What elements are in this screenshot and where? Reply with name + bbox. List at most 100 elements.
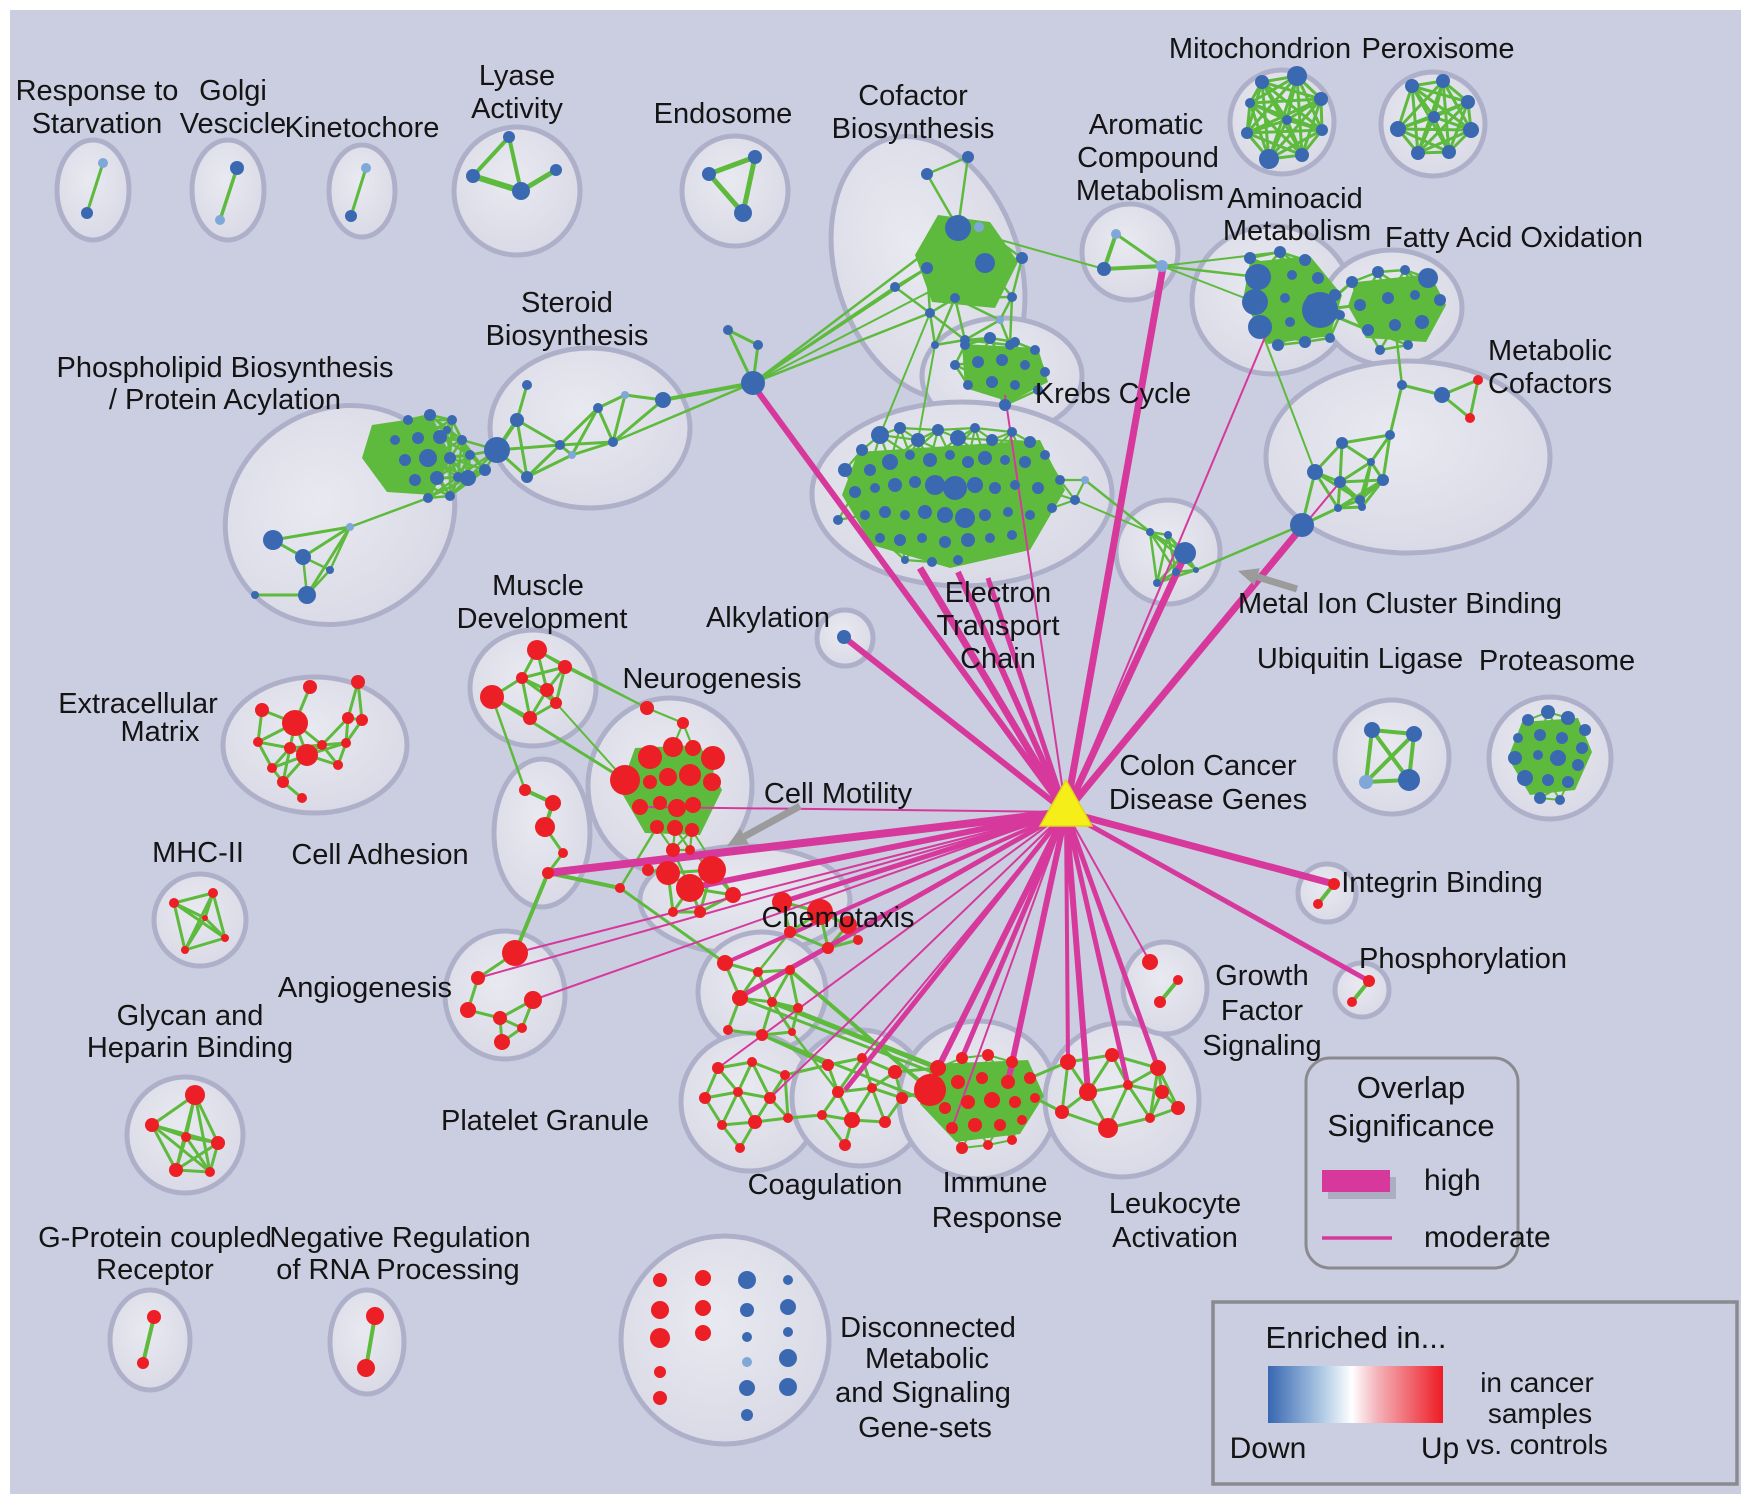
cluster-label-angiogenesis-line0: Angiogenesis [278, 972, 452, 1004]
cluster-label-disconnected-gene-sets-line3: Gene-sets [858, 1412, 992, 1444]
gene-set-node [1033, 385, 1043, 395]
cluster-label-g-protein-coupled-receptor-line1: Receptor [96, 1254, 214, 1286]
cluster-bubble-endosome [679, 133, 791, 249]
gene-set-node [542, 867, 554, 879]
gene-set-node [479, 464, 491, 476]
gene-set-overlap-edge [521, 676, 557, 705]
gene-set-node [295, 549, 311, 565]
gene-set-overlap-edge [954, 295, 1013, 300]
overlap-high-edge [985, 577, 1069, 813]
gene-set-node [1463, 122, 1479, 138]
gene-set-node [512, 182, 530, 200]
gene-set-overlap-edge [770, 1001, 794, 1033]
gene-set-node [447, 415, 457, 425]
gene-set-overlap-edge [1115, 232, 1163, 268]
gene-set-overlap-edge [1008, 296, 1014, 346]
gene-set-node [968, 1118, 982, 1132]
legend-overlap-box [1304, 1056, 1520, 1270]
gene-set-node [984, 1092, 1000, 1108]
gene-set-node [974, 222, 984, 232]
gene-set-node [1328, 878, 1340, 890]
gene-set-node [742, 1332, 752, 1342]
gene-set-node [1542, 774, 1554, 786]
gene-set-node [950, 293, 960, 303]
inter-cluster-edge [752, 311, 931, 385]
gene-set-node [817, 1110, 827, 1120]
gene-set-node [615, 883, 625, 893]
gene-set-node [945, 215, 971, 241]
gene-set-node [1055, 1105, 1069, 1119]
gene-set-node [169, 898, 179, 908]
legend-high-label: high [1424, 1164, 1481, 1197]
gene-set-node [643, 775, 657, 789]
gene-set-node [853, 935, 863, 945]
gene-set-overlap-edge [708, 154, 756, 177]
gene-set-node [849, 486, 861, 498]
gene-set-node [1017, 1115, 1027, 1125]
cluster-label-immune-response-line0: Immune [943, 1167, 1048, 1199]
gene-set-node [1111, 229, 1121, 239]
gene-set-node [1579, 724, 1591, 736]
gene-set-node [1534, 729, 1546, 741]
gene-set-overlap-edge [1397, 127, 1472, 132]
gene-set-overlap-edge [1155, 534, 1170, 584]
gene-set-node [419, 449, 437, 467]
gene-set-node [503, 131, 515, 143]
nodes-fatty-acid-oxidation [1346, 265, 1446, 355]
cluster-label-cell-motility-line0: Cell Motility [764, 778, 913, 810]
gene-set-node [267, 763, 277, 773]
legend-enriched-context-line2: vs. controls [1466, 1429, 1608, 1460]
gene-set-node [983, 1140, 993, 1150]
cluster-bubble-kinetochore [326, 142, 398, 240]
gene-set-node [1019, 456, 1031, 468]
overlap-high-edge [1063, 811, 1131, 1086]
gene-set-node [1282, 115, 1292, 125]
gene-set-overlap-edge [727, 328, 759, 347]
inter-cluster-edge [1161, 264, 1259, 279]
cluster-bubble-angiogenesis [442, 928, 568, 1062]
cluster-label-integrin-binding-line0: Integrin Binding [1341, 867, 1543, 899]
gene-set-overlap-edge [218, 167, 239, 221]
legend-enriched-in: Enriched in... Down Up in cancersamplesvs. … [1211, 1300, 1739, 1486]
legend-overlap-title-line1: Significance [1327, 1108, 1494, 1143]
overlap-moderate-edge [1004, 394, 1067, 813]
gene-set-overlap-edge [173, 901, 226, 940]
cluster-label-coagulation-line0: Coagulation [748, 1169, 903, 1201]
gene-set-node [667, 820, 683, 836]
cluster-label-steroid-biosynthesis-line1: Biosynthesis [486, 320, 649, 352]
cluster-label-aromatic-compound-metabolism-line2: Metabolism [1076, 175, 1224, 207]
gene-set-overlap-edge [193, 1094, 212, 1173]
gene-set-overlap-edge [736, 1061, 754, 1093]
gene-set-node [839, 916, 857, 934]
gene-set-overlap-edge [991, 363, 1026, 384]
gene-set-node [1079, 1083, 1097, 1101]
overlap-moderate-edge [951, 811, 1067, 1129]
gene-set-node [937, 507, 953, 523]
gene-set-node [1010, 337, 1020, 347]
gene-set-overlap-edge [521, 665, 566, 680]
legend-overlap-title-line0: Overlap [1357, 1070, 1466, 1105]
gene-set-node [685, 823, 699, 837]
gene-set-node [1442, 145, 1456, 159]
gene-set-node [169, 1163, 183, 1177]
gene-set-overlap-edge [203, 916, 227, 940]
gene-set-node [753, 967, 763, 977]
gene-set-node [1003, 507, 1013, 517]
cluster-label-lyase-activity-line0: Lyase [479, 60, 555, 92]
cluster-label-mhc-ii-line0: MHC-II [152, 837, 244, 869]
gene-set-overlap-edge [1126, 1084, 1152, 1119]
gene-set-node [1314, 92, 1328, 106]
gene-set-node [985, 533, 995, 543]
layer-annotation-arrows [727, 568, 1299, 846]
gene-set-node [303, 680, 317, 694]
cluster-label-phospholipid-protein-acylation-line0: Phospholipid Biosynthesis [57, 352, 394, 384]
gene-set-node [1047, 503, 1057, 513]
legend-moderate-label: moderate [1424, 1221, 1551, 1254]
inter-cluster-edge [612, 381, 754, 444]
cluster-label-aminoacid-metabolism-line0: Aminoacid [1227, 183, 1362, 215]
gene-set-node [593, 403, 603, 413]
gene-set-node [81, 207, 93, 219]
gene-set-overlap-edge [1148, 1067, 1160, 1119]
inter-cluster-edge [1259, 326, 1316, 473]
gene-set-overlap-edge [1527, 719, 1539, 756]
